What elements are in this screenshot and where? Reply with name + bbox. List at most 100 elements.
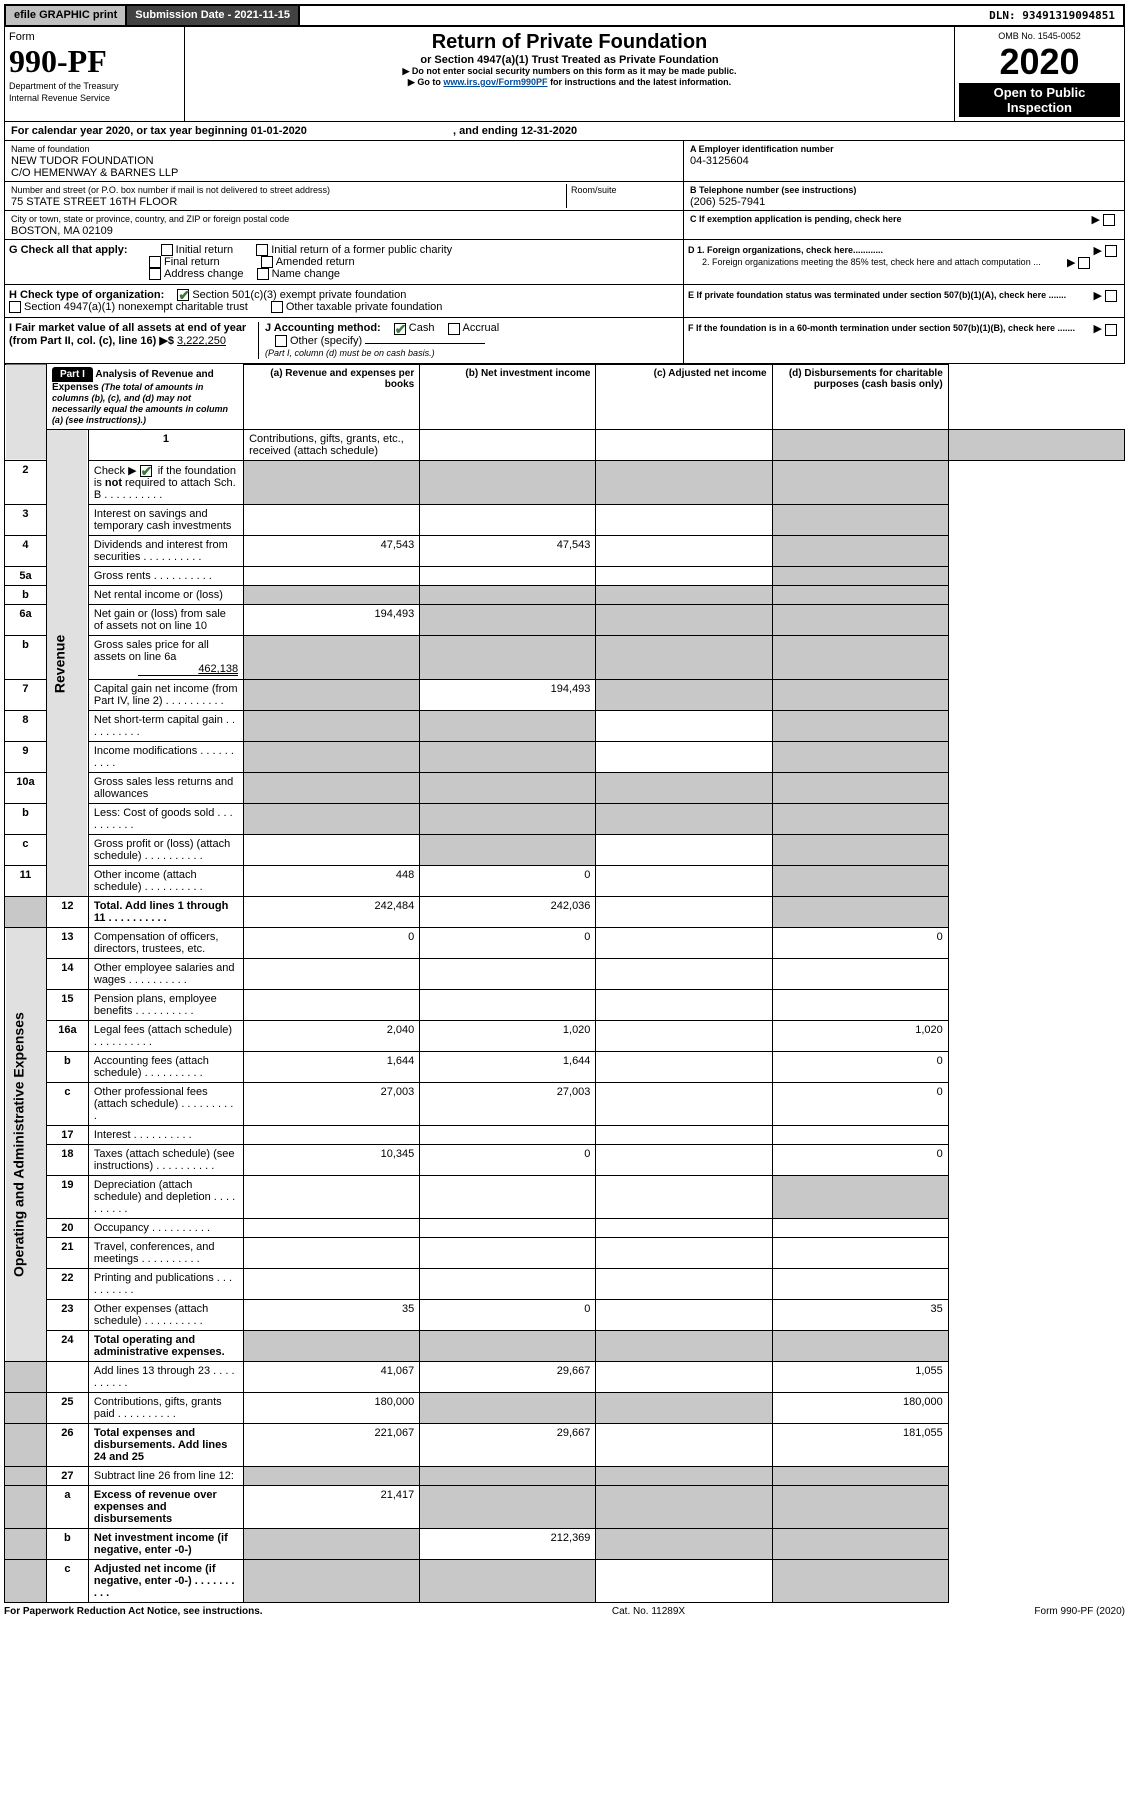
r26dd: 181,055 xyxy=(772,1424,948,1467)
revenue-vlabel: Revenue xyxy=(46,430,88,897)
d1-checkbox[interactable] xyxy=(1105,245,1117,257)
r16ca: 27,003 xyxy=(244,1083,420,1126)
ijf-row: I Fair market value of all assets at end… xyxy=(4,318,1125,363)
cy-begin: For calendar year 2020, or tax year begi… xyxy=(11,125,307,137)
h-4947[interactable] xyxy=(9,301,21,313)
schb-check[interactable] xyxy=(140,465,152,477)
footer-mid: Cat. No. 11289X xyxy=(612,1606,685,1617)
r2d: Check ▶ if the foundation is not require… xyxy=(88,461,243,505)
r13d: Compensation of officers, directors, tru… xyxy=(88,928,243,959)
d-block: D 1. Foreign organizations, check here..… xyxy=(684,240,1124,284)
r27an: a xyxy=(46,1486,88,1529)
note2: ▶ Go to www.irs.gov/Form990PF for instru… xyxy=(189,77,950,88)
r7b: 194,493 xyxy=(420,680,596,711)
street: 75 STATE STREET 16TH FLOOR xyxy=(11,196,177,208)
dept: Department of the Treasury xyxy=(9,81,119,91)
col-b: (b) Net investment income xyxy=(420,364,596,430)
table-row: 27Subtract line 26 from line 12: xyxy=(5,1467,1125,1486)
f-block: F If the foundation is in a 60-month ter… xyxy=(684,318,1124,362)
f-label: F If the foundation is in a 60-month ter… xyxy=(688,323,1075,333)
r26b: 29,667 xyxy=(420,1424,596,1467)
g-addr[interactable] xyxy=(149,268,161,280)
note2b: for instructions and the latest informat… xyxy=(550,77,731,87)
table-row: 22Printing and publications xyxy=(5,1269,1125,1300)
table-row: 23Other expenses (attach schedule)35035 xyxy=(5,1300,1125,1331)
r2n: 2 xyxy=(5,461,47,505)
r17d: Interest xyxy=(94,1129,131,1141)
d2-checkbox[interactable] xyxy=(1078,257,1090,269)
j-accrual[interactable] xyxy=(448,323,460,335)
table-row: 3Interest on savings and temporary cash … xyxy=(5,505,1125,536)
table-row: bGross sales price for all assets on lin… xyxy=(5,636,1125,680)
f-checkbox[interactable] xyxy=(1105,324,1117,336)
r6bd-t: Gross sales price for all assets on line… xyxy=(94,639,209,663)
r27aa: 21,417 xyxy=(244,1486,420,1529)
table-row: 2 Check ▶ if the foundation is not requir… xyxy=(5,461,1125,505)
r10cn: c xyxy=(5,835,47,866)
j-other-lbl: Other (specify) xyxy=(290,335,362,347)
ij-block: I Fair market value of all assets at end… xyxy=(5,318,684,362)
r16ad: Legal fees (attach schedule) xyxy=(94,1024,232,1036)
table-row: 24Total operating and administrative exp… xyxy=(5,1331,1125,1362)
table-row: cGross profit or (loss) (attach schedule… xyxy=(5,835,1125,866)
page-footer: For Paperwork Reduction Act Notice, see … xyxy=(4,1603,1125,1620)
efile-label[interactable]: efile GRAPHIC print xyxy=(6,6,127,25)
table-row: Revenue 1Contributions, gifts, grants, e… xyxy=(5,430,1125,461)
g-amended[interactable] xyxy=(261,256,273,268)
table-row: 7Capital gain net income (from Part IV, … xyxy=(5,680,1125,711)
r11a: 448 xyxy=(244,866,420,897)
g-initial-former[interactable] xyxy=(256,244,268,256)
r23b: 0 xyxy=(420,1300,596,1331)
r18a: 10,345 xyxy=(244,1145,420,1176)
part1-head: Part I xyxy=(52,367,93,382)
dln: DLN: 93491319094851 xyxy=(981,6,1123,25)
addr-label: Number and street (or P.O. box number if… xyxy=(11,185,330,195)
g-initial[interactable] xyxy=(161,244,173,256)
r16bdd: 0 xyxy=(772,1052,948,1083)
r17n: 17 xyxy=(46,1126,88,1145)
note1: ▶ Do not enter social security numbers o… xyxy=(189,66,950,77)
g-o4: Amended return xyxy=(276,256,355,268)
city: BOSTON, MA 02109 xyxy=(11,225,113,237)
submission-date: Submission Date - 2021-11-15 xyxy=(127,6,300,25)
r8d: Net short-term capital gain xyxy=(94,714,223,726)
tel-label: B Telephone number (see instructions) xyxy=(690,185,856,195)
form-header: Form 990-PF Department of the Treasury I… xyxy=(4,27,1125,122)
r24d: Total operating and administrative expen… xyxy=(88,1331,243,1362)
r12a: 242,484 xyxy=(244,897,420,928)
e-checkbox[interactable] xyxy=(1105,290,1117,302)
form990pf-link[interactable]: www.irs.gov/Form990PF xyxy=(443,77,547,87)
r3n: 3 xyxy=(5,505,47,536)
table-row: 12Total. Add lines 1 through 11242,48424… xyxy=(5,897,1125,928)
r19n: 19 xyxy=(46,1176,88,1219)
r10bn: b xyxy=(5,804,47,835)
omb: OMB No. 1545-0052 xyxy=(959,31,1120,41)
c-block: C If exemption application is pending, c… xyxy=(684,211,1124,239)
foundation-name-1: NEW TUDOR FOUNDATION xyxy=(11,155,154,167)
name-label: Name of foundation xyxy=(11,144,90,154)
table-row: aExcess of revenue over expenses and dis… xyxy=(5,1486,1125,1529)
table-row: Add lines 13 through 2341,06729,6671,055 xyxy=(5,1362,1125,1393)
table-row: 4Dividends and interest from securities4… xyxy=(5,536,1125,567)
g-name[interactable] xyxy=(257,268,269,280)
r12n: 12 xyxy=(46,897,88,928)
g-o2: Initial return of a former public charit… xyxy=(271,244,452,256)
c-checkbox[interactable] xyxy=(1103,214,1115,226)
ein-label: A Employer identification number xyxy=(690,144,834,154)
r10an: 10a xyxy=(5,773,47,804)
r24n: 24 xyxy=(46,1331,88,1362)
city-label: City or town, state or province, country… xyxy=(11,214,289,224)
j-other[interactable] xyxy=(275,335,287,347)
g-final[interactable] xyxy=(149,256,161,268)
r27d: Subtract line 26 from line 12: xyxy=(88,1467,243,1486)
h-o2: Section 4947(a)(1) nonexempt charitable … xyxy=(24,301,248,313)
r24sdd: 1,055 xyxy=(772,1362,948,1393)
h-other[interactable] xyxy=(271,301,283,313)
table-row: 11Other income (attach schedule)4480 xyxy=(5,866,1125,897)
calendar-year-row: For calendar year 2020, or tax year begi… xyxy=(4,122,1125,141)
r23a: 35 xyxy=(244,1300,420,1331)
j-cash[interactable] xyxy=(394,323,406,335)
footer-left: For Paperwork Reduction Act Notice, see … xyxy=(4,1606,263,1617)
r16add: 1,020 xyxy=(772,1021,948,1052)
h-501c3[interactable] xyxy=(177,289,189,301)
